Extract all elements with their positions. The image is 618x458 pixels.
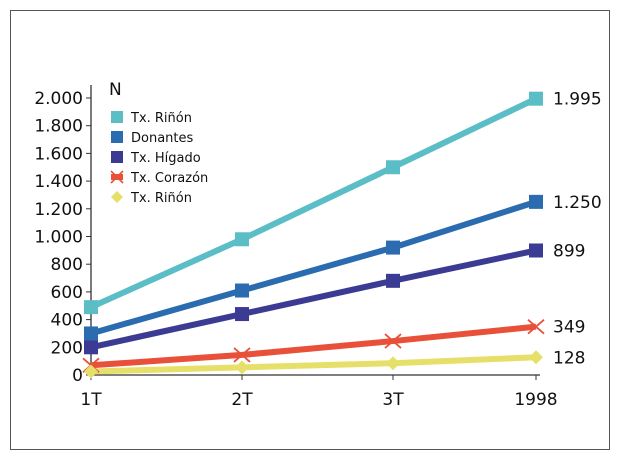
legend-marker-0 (111, 111, 123, 123)
y-tick-label: 600 (51, 283, 83, 303)
data-point-0-1 (235, 232, 249, 247)
legend-label-0: Tx. Riñón (130, 111, 192, 126)
legend-label-2: Tx. Hígado (130, 151, 201, 166)
y-axis-label: N (109, 80, 122, 100)
y-tick-label: 1.400 (34, 172, 83, 192)
data-point-3-1 (233, 347, 251, 363)
y-tick-label: 1.200 (34, 200, 83, 220)
data-point-0-3 (529, 91, 543, 106)
data-point-2-1 (235, 307, 249, 322)
data-point-1-1 (235, 283, 249, 298)
legend-marker-2 (111, 151, 123, 163)
legend-marker-4 (111, 191, 123, 203)
end-value-label-3: 349 (553, 318, 585, 338)
x-tick-label: 1998 (514, 390, 557, 410)
series-line-3 (90, 323, 537, 369)
x-tick-label: 3T (382, 390, 404, 410)
data-point-3-3 (527, 318, 545, 335)
x-tick-label: 1T (80, 390, 102, 410)
data-point-3-2 (384, 333, 402, 349)
y-tick-label: 1.600 (34, 144, 83, 164)
legend-marker-3 (110, 170, 124, 184)
legend-label-3: Tx. Corazón (130, 171, 208, 186)
end-value-label-1: 1.250 (553, 193, 602, 213)
line-chart: N 0 200 400 600 800 1.000 1.200 1.400 1.600 1.800 2… (34, 80, 602, 410)
y-tick-label: 2.000 (34, 89, 83, 109)
y-tick-label: 200 (51, 338, 83, 358)
x-tick-label: 2T (231, 390, 253, 410)
series-line-4 (90, 354, 537, 375)
data-point-0-0 (84, 300, 98, 315)
y-tick-label: 0 (72, 366, 83, 386)
data-point-1-3 (529, 194, 543, 209)
y-tick-label: 1.000 (34, 228, 83, 248)
series-line-0 (89, 95, 538, 310)
data-point-4-1 (235, 360, 249, 375)
data-point-1-2 (386, 240, 400, 255)
data-point-4-2 (386, 356, 400, 371)
series-line-1 (90, 199, 537, 337)
end-value-label-0: 1.995 (553, 90, 602, 110)
data-point-2-0 (84, 340, 98, 355)
data-point-2-2 (386, 273, 400, 288)
data-point-2-3 (529, 243, 543, 258)
legend-label-4: Tx. Riñón (130, 191, 192, 206)
chart-frame: N 0 200 400 600 800 1.000 1.200 1.400 1.600 1.800 2… (10, 10, 610, 450)
legend-label-1: Donantes (131, 131, 194, 146)
data-point-4-0 (84, 364, 98, 379)
end-value-label-2: 899 (553, 241, 585, 261)
y-tick-label: 1.800 (34, 117, 83, 137)
end-value-label-4: 128 (553, 348, 585, 368)
y-tick-label: 400 (51, 311, 83, 331)
legend-marker-1 (111, 131, 123, 143)
data-point-0-2 (386, 160, 400, 175)
y-tick-label: 800 (51, 255, 83, 275)
series-line-2 (90, 247, 537, 351)
data-point-4-3 (529, 350, 543, 365)
data-point-1-0 (84, 326, 98, 341)
